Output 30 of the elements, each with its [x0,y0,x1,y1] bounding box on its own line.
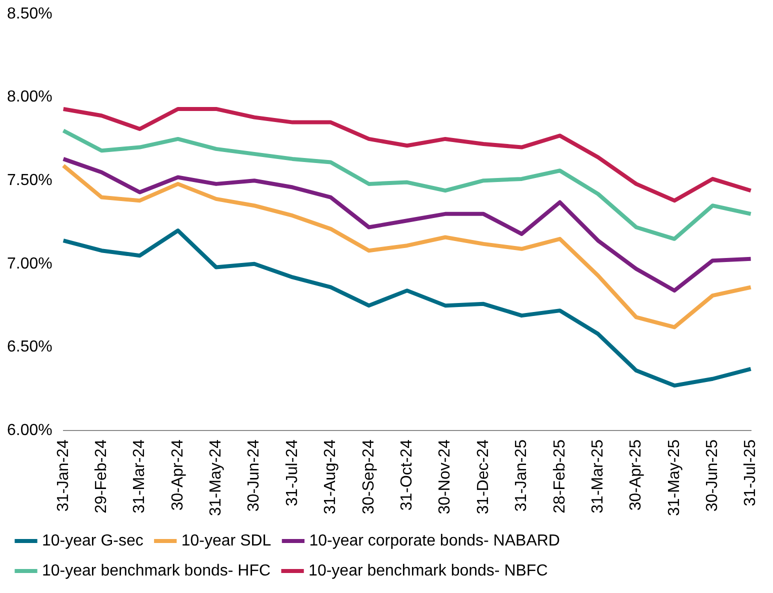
y-tick-label: 8.00% [6,88,52,106]
x-tick-label: 31-Mar-24 [131,439,148,514]
x-tick-label: 30-Apr-25 [628,439,645,511]
legend-label: 10-year benchmark bonds- HFC [42,562,271,580]
x-tick-label: 30-Nov-24 [436,439,454,514]
x-tick-label: 31-Oct-24 [398,439,416,511]
x-tick-label: 29-Feb-24 [92,439,110,514]
legend-label: 10-year G-sec [42,532,144,550]
y-tick-label: 7.50% [6,172,52,190]
x-tick-label: 28-Feb-25 [551,439,568,514]
x-tick-label: 31-Dec-24 [474,439,492,514]
x-tick-label: 31-Aug-24 [322,439,340,514]
legend-label: 10-year corporate bonds- NABARD [309,532,560,550]
legend-label: 10-year benchmark bonds- NBFC [308,562,548,580]
x-tick-label: 31-Jan-24 [54,439,72,512]
x-tick-label: 31-Jul-24 [284,439,301,506]
x-tick-label: 31-May-24 [208,439,225,516]
x-tick-label: 31-Jan-25 [513,439,530,512]
x-tick-label: 30-Jun-25 [704,439,722,512]
x-tick-label: 31-Mar-25 [589,439,606,514]
x-tick-label: 30-Jun-24 [246,439,263,512]
x-tick-label: 30-Sep-24 [360,439,378,514]
y-tick-label: 6.00% [6,422,52,439]
x-tick-label: 31-May-25 [666,439,683,516]
legend-label: 10-year SDL [181,532,272,550]
y-tick-label: 6.50% [6,338,52,356]
y-tick-label: 8.50% [6,5,52,22]
y-tick-label: 7.00% [6,255,52,272]
x-tick-label: 30-Apr-24 [169,439,186,511]
x-tick-label: 31-Jul-25 [742,439,760,506]
